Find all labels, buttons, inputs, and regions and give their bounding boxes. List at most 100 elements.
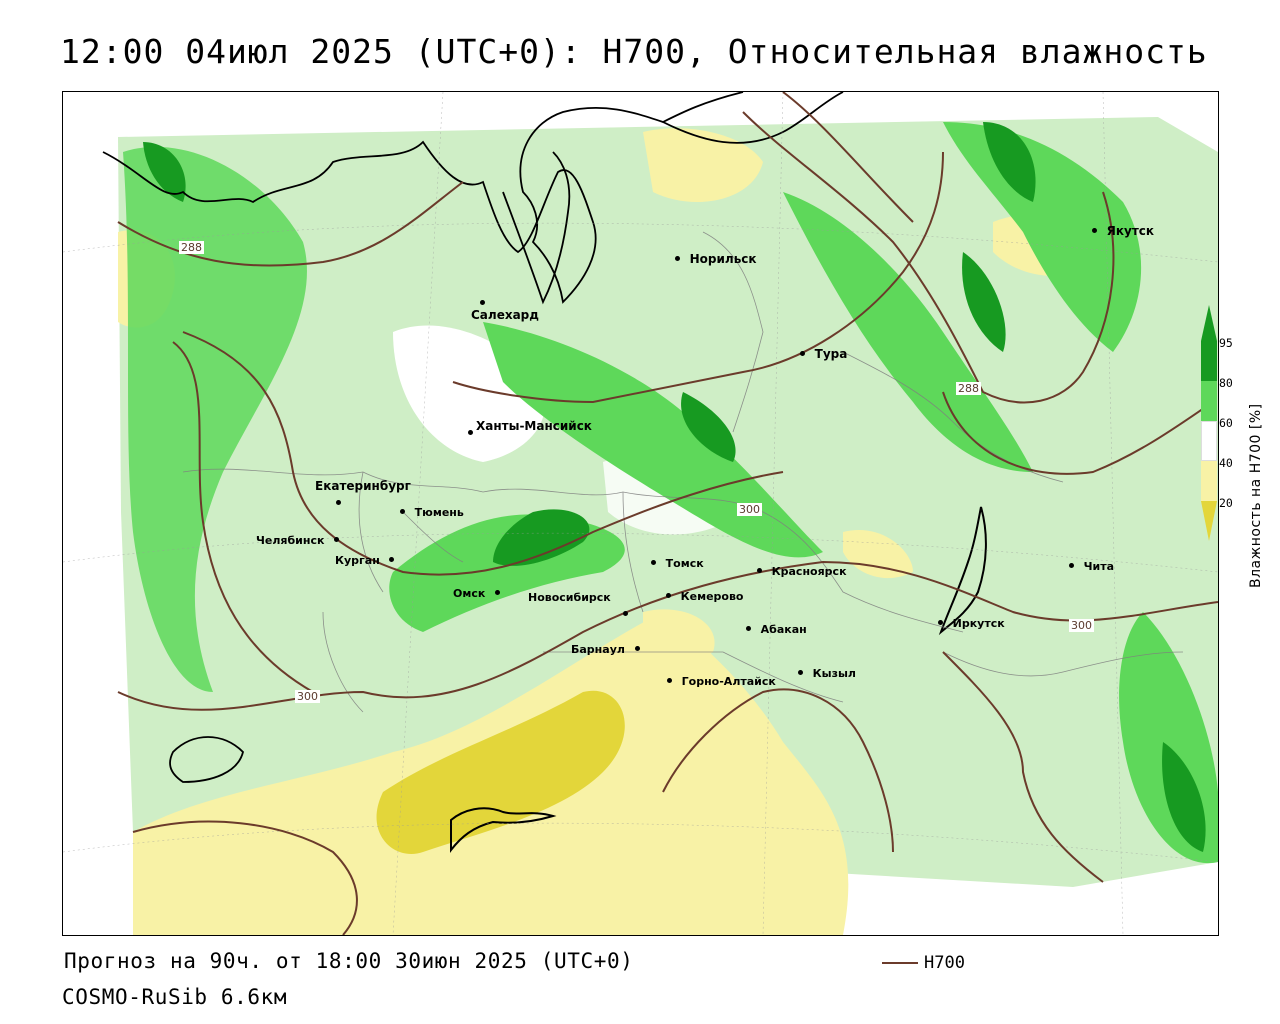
moist-band-central: [483, 322, 823, 558]
legend-arrow-top-icon: [1201, 305, 1217, 341]
legend-band-40: [1201, 461, 1217, 501]
city-dot-icon: [1069, 563, 1074, 568]
city-dot-icon: [800, 351, 805, 356]
isoline-legend-label: H700: [924, 953, 965, 973]
city-label: Абакан: [760, 623, 807, 636]
coastline-yamal: [502, 151, 571, 305]
wet-core-2: [681, 392, 736, 462]
city-label-wrap: Екатеринбург: [315, 475, 411, 494]
city-marker: Кемерово: [666, 585, 744, 604]
wet-core-5: [1162, 742, 1206, 852]
city-marker: Якутск: [1092, 220, 1154, 239]
city-marker: Тура: [800, 343, 847, 362]
city-label: Барнаул: [571, 643, 625, 656]
city-marker: Тюмень: [400, 501, 464, 520]
isoline-label: 288: [179, 241, 204, 254]
legend-tick: 20: [1219, 496, 1233, 510]
legend-band-80: [1201, 381, 1217, 421]
city-dot-icon: [757, 568, 762, 573]
city-dot-icon: [334, 537, 340, 542]
lake-baikal: [938, 506, 987, 636]
city-dot-icon: [336, 500, 341, 505]
city-dot-icon: [798, 670, 803, 675]
city-marker: Норильск: [675, 248, 757, 267]
legend-tick: 80: [1219, 376, 1233, 390]
city-label: Тюмень: [414, 506, 464, 519]
isoline-label: 288: [956, 382, 981, 395]
city-dot-icon: [746, 626, 751, 631]
city-dot-icon: [1092, 228, 1097, 233]
legend-tick: 95: [1219, 336, 1233, 350]
city-dot-icon: [666, 593, 671, 598]
isoline-label: 300: [1069, 619, 1094, 632]
city-label: Курган: [335, 554, 380, 567]
city-dot-icon: [634, 646, 640, 651]
model-name: COSMO-RuSib 6.6км: [62, 985, 288, 1009]
wet-core-1: [493, 509, 590, 566]
city-dot-icon: [494, 590, 500, 595]
city-marker: Красноярск: [757, 560, 847, 579]
city-dot-icon: [675, 256, 680, 261]
city-marker: [336, 490, 341, 509]
city-marker: Горно-Алтайск: [667, 670, 776, 689]
city-label: Якутск: [1106, 224, 1155, 238]
city-dot-icon: [667, 678, 672, 683]
legend-tick: 60: [1219, 416, 1233, 430]
city-label: Новосибирск: [528, 591, 611, 604]
city-label: Кызыл: [812, 667, 856, 680]
humidity-legend: [1201, 305, 1217, 541]
city-label: Норильск: [689, 252, 757, 266]
city-marker: Абакан: [746, 618, 807, 637]
city-dot-icon: [623, 611, 628, 616]
graticule: [63, 92, 1218, 935]
wet-core-4: [983, 122, 1036, 202]
caspian-coast: [169, 736, 244, 783]
city-dot-icon: [938, 620, 943, 625]
city-dot-icon: [480, 300, 485, 305]
isoline-swatch-icon: [882, 962, 918, 964]
city-dot-icon: [389, 557, 395, 562]
city-marker: [480, 292, 485, 311]
city-label: Ханты-Мансийск: [476, 419, 592, 433]
city-label-wrap: Курган: [335, 549, 395, 568]
coastline-taymyr: [662, 92, 844, 144]
moist-band-northeast: [943, 122, 1142, 352]
city-marker: Чита: [1069, 555, 1114, 574]
humidity-map: 288 288 300 300 300 Норильск Якутск Сале…: [62, 91, 1219, 936]
isoline-label: 300: [295, 690, 320, 703]
dry-area-center: [843, 530, 913, 579]
city-label: Томск: [665, 557, 704, 570]
city-marker: [468, 416, 473, 435]
city-label-wrap: Омск: [453, 582, 500, 601]
city-label: Красноярск: [771, 565, 847, 578]
city-label: Чита: [1083, 560, 1115, 573]
city-dot-icon: [468, 430, 473, 435]
city-marker: Кызыл: [798, 662, 856, 681]
city-dot-icon: [651, 560, 656, 565]
city-label-wrap: Ханты-Мансийск: [476, 415, 592, 434]
moist-band-west: [123, 146, 307, 692]
legend-tick: 40: [1219, 456, 1233, 470]
isoline-label: 300: [737, 503, 762, 516]
city-label: Салехард: [471, 308, 539, 322]
dry-area-altai: [643, 609, 715, 663]
city-label: Тура: [814, 347, 848, 361]
dry-area-north: [643, 128, 763, 202]
legend-band-95: [1201, 341, 1217, 381]
city-label: Иркутск: [952, 617, 1005, 630]
coastline-arctic: [102, 92, 744, 304]
city-marker: [623, 601, 628, 620]
lake-balkhash: [450, 807, 557, 853]
isoline-legend: H700: [882, 953, 965, 973]
legend-arrow-bottom-icon: [1201, 501, 1217, 541]
city-label-wrap: Челябинск: [256, 529, 340, 548]
forecast-info: Прогноз на 90ч. от 18:00 30июн 2025 (UTC…: [64, 949, 634, 973]
city-label: Горно-Алтайск: [681, 675, 776, 688]
city-dot-icon: [400, 509, 405, 514]
wet-core-6: [143, 142, 186, 202]
legend-band-60: [1201, 421, 1217, 461]
city-label: Екатеринбург: [315, 479, 411, 493]
legend-title: Влажность на H700 [%]: [1248, 403, 1264, 588]
moist-band-east: [783, 192, 1033, 472]
city-label: Омск: [453, 587, 486, 600]
